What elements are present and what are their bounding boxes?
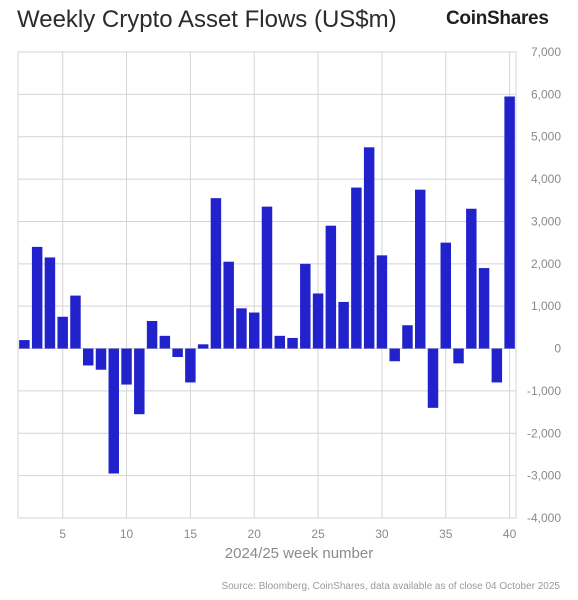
coinshares-logo: CoinShares [446, 8, 549, 29]
bar [57, 316, 68, 349]
y-tick-label: 4,000 [531, 172, 561, 186]
x-tick-label: 30 [375, 527, 389, 541]
bar [325, 225, 337, 349]
x-tick-label: 10 [120, 527, 134, 541]
bar [236, 308, 247, 349]
bar [376, 255, 388, 349]
x-tick-label: 35 [439, 527, 453, 541]
bar [121, 348, 132, 385]
bar [287, 337, 298, 349]
y-tick-label: -4,000 [527, 511, 561, 525]
bar [414, 189, 426, 349]
y-tick-label: -3,000 [527, 469, 561, 483]
chart-title: Weekly Crypto Asset Flows (US$m) [17, 6, 397, 33]
bar [159, 335, 171, 349]
y-tick-label: 0 [554, 342, 561, 356]
bar [300, 263, 311, 349]
bar [427, 348, 439, 408]
bar [172, 348, 183, 358]
bar [248, 312, 260, 349]
bar [223, 261, 234, 349]
bar [197, 344, 209, 349]
x-tick-label: 25 [311, 527, 325, 541]
y-tick-label: -2,000 [527, 426, 561, 440]
y-tick-label: 7,000 [531, 45, 561, 59]
y-tick-label: 3,000 [531, 214, 561, 228]
y-tick-label: 2,000 [531, 257, 561, 271]
y-tick-label: -1,000 [527, 384, 561, 398]
x-tick-label: 5 [59, 527, 66, 541]
x-axis-label: 2024/25 week number [224, 545, 374, 562]
bar [453, 348, 464, 364]
x-tick-label: 20 [248, 527, 262, 541]
bar [82, 348, 94, 366]
bar [261, 206, 273, 349]
bar [210, 198, 222, 349]
bar [95, 348, 107, 370]
x-tick-label: 40 [503, 527, 517, 541]
y-tick-label: 5,000 [531, 130, 561, 144]
y-tick-label: 1,000 [531, 299, 561, 313]
bar [31, 246, 43, 349]
bar [338, 301, 349, 349]
bar [274, 335, 286, 349]
bar [351, 187, 362, 349]
x-tick-label: 15 [184, 527, 198, 541]
bar [389, 348, 400, 362]
bar [44, 257, 56, 349]
bar [478, 268, 490, 349]
bar [146, 321, 158, 349]
bar [108, 348, 120, 474]
bar [185, 348, 196, 383]
source-note: Source: Bloomberg, CoinShares, data avai… [221, 581, 560, 592]
bar [134, 348, 145, 415]
bar [70, 295, 81, 349]
bar [363, 147, 375, 349]
bar [440, 242, 452, 349]
bar [504, 96, 515, 349]
bar [312, 293, 324, 349]
bar [491, 348, 503, 383]
y-tick-label: 6,000 [531, 87, 561, 101]
bar [19, 340, 30, 349]
bar [402, 325, 413, 349]
bar [466, 208, 477, 349]
